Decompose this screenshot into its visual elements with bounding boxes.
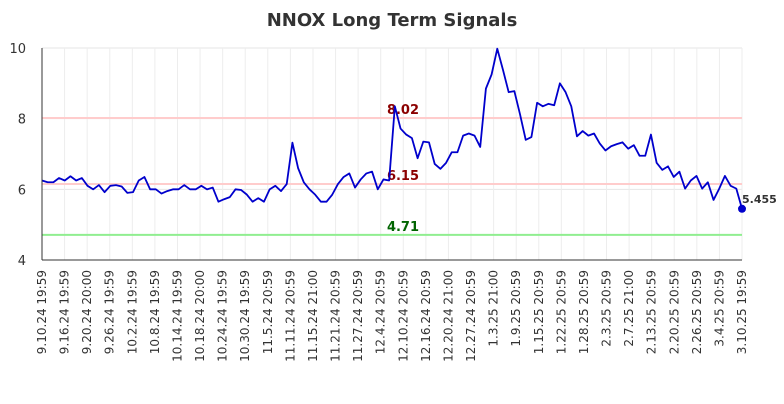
x-tick-label: 9.26.24 19:59 — [103, 270, 117, 354]
y-tick-label: 6 — [18, 183, 26, 198]
price-series-line — [41, 47, 743, 210]
x-tick-label: 1.28.25 20:59 — [577, 270, 591, 354]
x-tick-label: 11.15.24 21:00 — [306, 270, 320, 362]
x-tick-label: 2.20.25 20:59 — [667, 270, 681, 354]
x-tick-label: 2.7.25 21:00 — [622, 270, 636, 347]
level-label: 4.71 — [387, 220, 419, 235]
y-tick-label: 10 — [9, 42, 26, 57]
x-tick-label: 10.30.24 19:59 — [238, 270, 252, 362]
level-label: 8.02 — [387, 103, 419, 118]
x-tick-label: 2.3.25 20:59 — [600, 270, 614, 347]
last-price-label: 5.455 — [742, 193, 777, 206]
x-tick-label: 2.26.25 20:59 — [690, 270, 704, 354]
chart-title: NNOX Long Term Signals — [267, 10, 518, 31]
x-tick-label: 1.15.25 20:59 — [532, 270, 546, 354]
grid — [41, 47, 743, 261]
x-tick-label: 11.21.24 20:59 — [329, 270, 343, 362]
x-tick-label: 12.4.24 20:59 — [374, 270, 388, 354]
x-tick-label: 1.22.25 20:59 — [554, 270, 568, 354]
axes: 4 6 8 10 9.10.24 19:59 9.16.24 19:59 9.20.24 2… — [9, 42, 749, 362]
series-layer: 5.455 — [41, 47, 777, 213]
x-tick-label: 3.10.25 19:59 — [735, 270, 749, 354]
last-price-point — [738, 204, 746, 213]
x-tick-label: 10.24.24 19:59 — [216, 270, 230, 362]
x-tick-label: 10.8.24 19:59 — [148, 270, 162, 354]
x-tick-label: 11.5.24 20:59 — [261, 270, 275, 354]
x-tick-label: 11.11.24 20:59 — [283, 270, 297, 362]
signal-levels: 8.02 6.15 4.71 — [42, 103, 742, 236]
x-tick-label: 9.20.24 20:00 — [80, 270, 94, 354]
x-tick-label: 3.4.25 20:59 — [712, 270, 726, 347]
level-label: 6.15 — [387, 169, 419, 184]
x-tick-label: 12.27.24 20:59 — [464, 270, 478, 362]
x-tick-label: 12.20.24 21:00 — [441, 270, 455, 362]
x-tick-label: 11.27.24 20:59 — [351, 270, 365, 362]
x-tick-label: 1.9.25 20:59 — [509, 270, 523, 347]
x-tick-label: 1.3.25 21:00 — [487, 270, 501, 347]
x-tick-label: 12.16.24 20:59 — [419, 270, 433, 362]
y-tick-label: 8 — [18, 113, 26, 128]
x-tick-label: 10.2.24 19:59 — [125, 270, 139, 354]
x-tick-label: 10.18.24 20:00 — [193, 270, 207, 362]
x-tick-label: 12.10.24 20:59 — [396, 270, 410, 362]
x-tick-label: 9.16.24 19:59 — [58, 270, 72, 354]
x-tick-label: 10.14.24 19:59 — [170, 270, 184, 362]
x-tick-label: 2.13.25 20:59 — [645, 270, 659, 354]
x-tick-label: 9.10.24 19:59 — [35, 270, 49, 354]
y-tick-label: 4 — [18, 254, 26, 269]
